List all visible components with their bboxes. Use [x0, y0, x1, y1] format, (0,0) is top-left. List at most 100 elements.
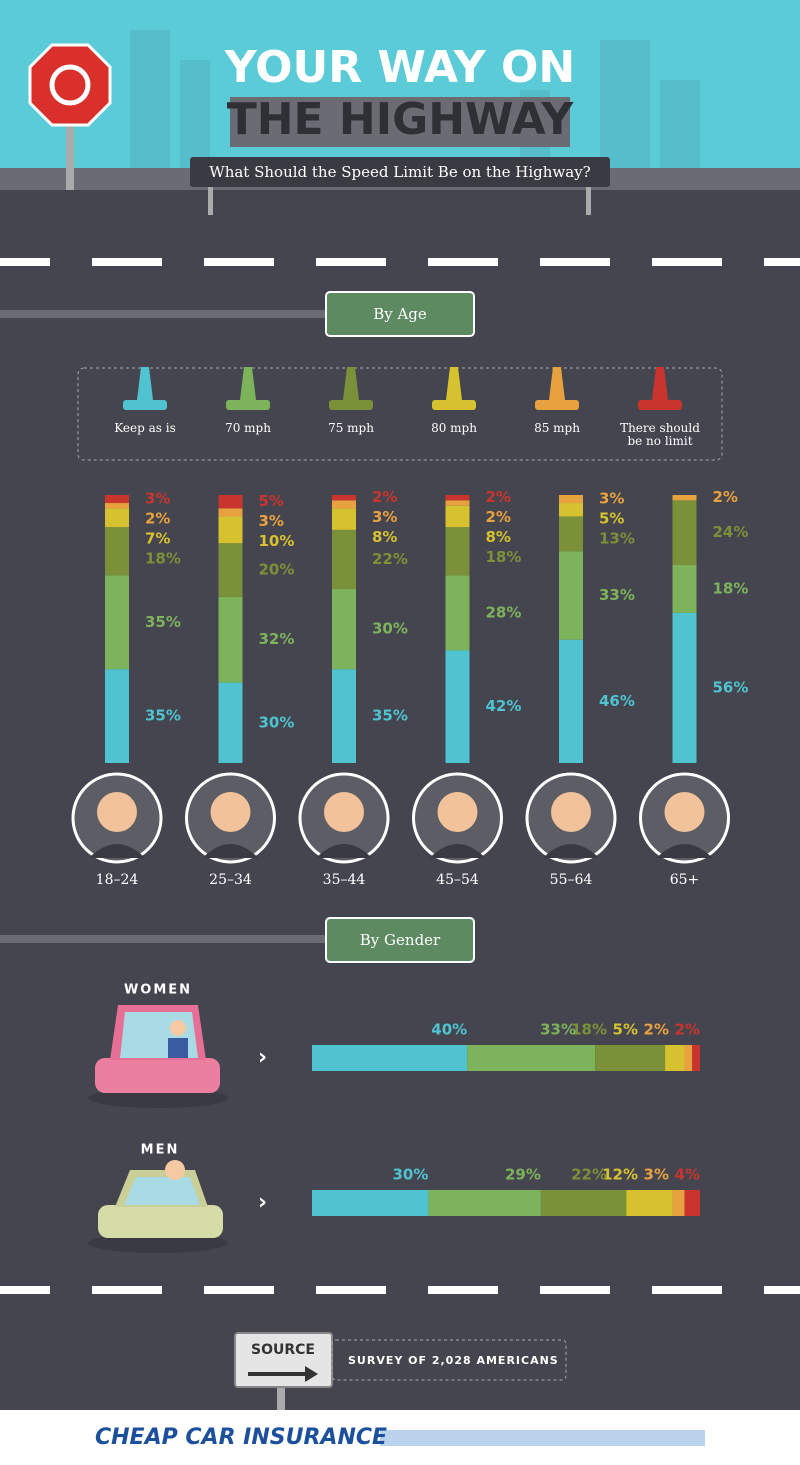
legend-cone-base [638, 400, 682, 410]
lane-dash [540, 258, 610, 266]
bar-segment [312, 1045, 468, 1071]
bar-segment [332, 588, 356, 670]
value-label: 5% [259, 492, 284, 510]
value-label: 35% [372, 707, 408, 725]
avatar-face [210, 792, 251, 832]
section-tab [325, 291, 475, 337]
value-label: 3% [599, 490, 624, 508]
value-label: 2% [486, 488, 511, 506]
value-label: 5% [613, 1021, 638, 1039]
bar-segment [684, 1045, 693, 1071]
category-label: 45–54 [436, 872, 479, 888]
bar-segment [105, 575, 129, 670]
value-label: 32% [259, 630, 295, 648]
avatar-body [89, 844, 145, 858]
bar-segment [218, 543, 243, 597]
legend-cone [549, 367, 565, 400]
legend-cone-base [123, 400, 167, 410]
bar-segment [540, 1190, 627, 1216]
value-label: 2% [145, 510, 170, 528]
avatar-body [656, 844, 713, 858]
lane-dash [428, 1286, 498, 1294]
lane-dash [316, 258, 386, 266]
legend-label: There should be no limit [620, 421, 700, 448]
avatar-body [543, 844, 599, 858]
footer [0, 1410, 800, 1465]
value-label: 5% [599, 510, 624, 528]
avatar-face [324, 792, 364, 832]
bar-segment [428, 1190, 541, 1216]
lane-dash [652, 258, 722, 266]
car-men [88, 1160, 228, 1253]
lane-dash [764, 1286, 800, 1294]
legend-label: 80 mph [431, 421, 477, 435]
value-label: 35% [145, 613, 181, 631]
legend-label: 75 mph [328, 421, 374, 435]
rail [0, 935, 330, 943]
legend-cone [446, 367, 462, 400]
bar-segment [105, 508, 129, 528]
bar-segment [105, 503, 129, 509]
value-label: 42% [486, 697, 522, 715]
value-label: 18% [486, 548, 522, 566]
category-label: WOMEN [124, 983, 192, 998]
bar-segment [692, 1045, 700, 1071]
value-label: 8% [486, 528, 511, 546]
bar-segment [672, 564, 697, 613]
lane-dashes [0, 258, 800, 266]
category-label: 35–44 [323, 872, 366, 888]
value-label: 18% [145, 550, 181, 568]
value-label: 2% [675, 1021, 700, 1039]
bar-segment [559, 516, 583, 552]
value-label: 35% [145, 707, 181, 725]
lane-dash [204, 1286, 274, 1294]
bar-segment [105, 495, 129, 504]
bar-segment [445, 495, 470, 501]
bar-segment [559, 495, 583, 504]
legend-label: 85 mph [534, 421, 580, 435]
post [277, 1385, 285, 1415]
speed-icon [49, 64, 91, 106]
bar-segment [626, 1190, 673, 1216]
legend-label: 70 mph [225, 421, 271, 435]
bar-segment [445, 505, 470, 528]
bar-segment [332, 500, 356, 509]
section-title: By Gender [360, 931, 441, 949]
bar-segment [672, 612, 697, 763]
bar-segment [684, 1190, 700, 1216]
category-label: 25–34 [209, 872, 252, 888]
legend-cone [343, 367, 359, 400]
post [208, 185, 213, 215]
bar-segment [445, 500, 470, 506]
lane-dash [92, 258, 162, 266]
sign-post [66, 110, 74, 190]
bar-segment [665, 1045, 685, 1071]
value-label: 3% [145, 490, 170, 508]
rail [0, 310, 330, 318]
bar-segment [332, 669, 356, 763]
lane-dashes [0, 1286, 800, 1294]
category-label: 65+ [670, 872, 700, 888]
avatar-face [664, 792, 705, 832]
subtitle: What Should the Speed Limit Be on the Hi… [209, 163, 590, 181]
bar-segment [218, 682, 243, 763]
legend-cone [137, 367, 153, 400]
bar-segment [445, 527, 470, 576]
lane-dash [92, 1286, 162, 1294]
avatar-body [202, 844, 259, 858]
brand-stripe [380, 1430, 705, 1446]
lane-dash [652, 1286, 722, 1294]
value-label: 56% [713, 678, 749, 696]
value-label: 40% [431, 1021, 467, 1039]
bar-segment [218, 508, 243, 517]
value-label: 33% [599, 586, 635, 604]
avatar-face [437, 792, 478, 832]
value-label: 30% [392, 1166, 428, 1184]
bar-segment [332, 495, 356, 501]
bar-segment [445, 575, 470, 651]
bar-segment [672, 1190, 685, 1216]
bar-segment [105, 669, 129, 763]
bar-segment [672, 500, 697, 565]
car-women [88, 1005, 228, 1108]
bar-segment [467, 1045, 596, 1071]
